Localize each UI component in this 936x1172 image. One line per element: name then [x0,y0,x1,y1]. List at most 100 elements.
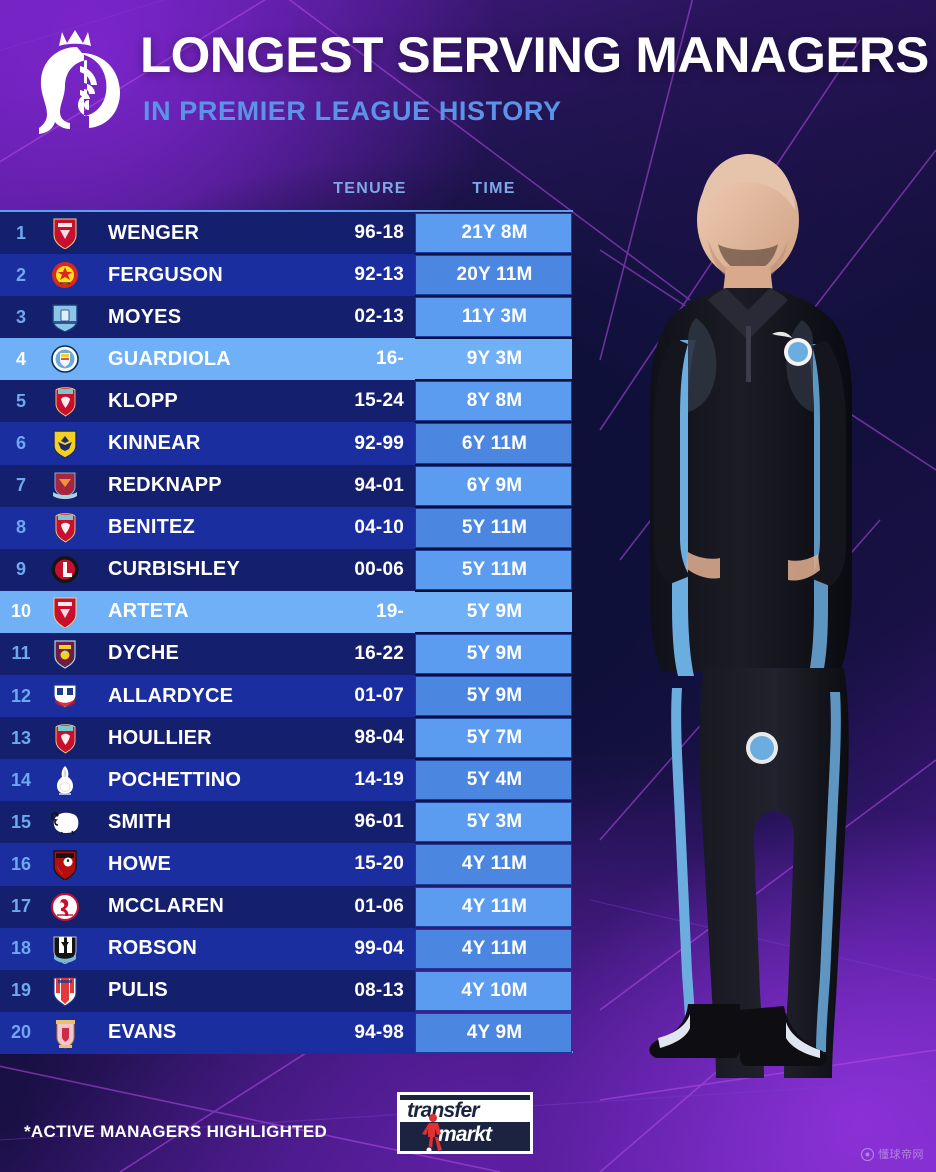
row-time-panel [415,1012,572,1053]
tenure-value: 16-22 [354,642,404,664]
rank-number: 19 [10,980,32,1001]
liverpool-crest-icon [42,719,88,757]
tenure-value: 16- [375,348,404,370]
rank-number: 17 [10,896,32,917]
table-row[interactable]: 10 ARTETA 19- 5Y 9M [0,590,573,633]
row-time-panel [415,423,572,464]
premier-league-lion-icon [39,30,120,134]
rank-number: 4 [15,348,26,369]
rank-number: 8 [15,517,26,538]
table-row[interactable]: 14 POCHETTINO 14-19 5Y 4M [0,759,573,802]
tenure-value: 02-13 [354,306,404,328]
liverpool-crest-icon [42,509,88,547]
page-header: LONGEST SERVING MANAGERS IN PREMIER LEAG… [0,0,936,160]
time-value: 11Y 3M [461,306,528,328]
manager-name: KLOPP [108,389,178,412]
table-row[interactable]: 8 BENITEZ 04-10 5Y 11M [0,506,573,549]
table-row[interactable]: 1 WENGER 96-18 21Y 8M [0,212,573,255]
site-watermark: 懂球帝网 [861,1146,924,1162]
time-value: 5Y 4M [466,769,523,791]
table-row[interactable]: 12 ALLARDYCE 01-07 5Y 9M [0,675,573,718]
liverpool-crest-icon [42,382,88,420]
manager-name: MCCLAREN [108,895,225,918]
bournemouth-crest-icon [42,845,88,883]
manager-name: GUARDIOLA [108,347,231,370]
table-row[interactable]: 3 MOYES 02-13 11Y 3M [0,296,573,339]
manager-name: PULIS [108,979,168,1002]
tenure-value: 04-10 [354,516,404,538]
manager-name: EVANS [108,1021,177,1044]
manager-name: SMITH [108,810,172,833]
tenure-value: 08-13 [354,979,404,1001]
time-value: 5Y 9M [466,600,523,622]
table-row[interactable]: 20 EVANS 94-98 4Y 9M [0,1011,573,1054]
rank-number: 10 [10,601,32,622]
table-row[interactable]: 16 HOWE 15-20 4Y 11M [0,843,573,886]
tenure-value: 15-20 [354,853,404,875]
manager-name: WENGER [108,221,200,244]
rank-number: 15 [10,811,32,832]
row-time-panel [415,339,572,380]
page-title: LONGEST SERVING MANAGERS [140,27,929,83]
transfermarkt-player-figure-icon [422,1114,442,1151]
row-time-panel [415,549,572,590]
table-row[interactable]: 6 KINNEAR 92-99 6Y 11M [0,422,573,465]
row-time-panel [415,255,572,296]
row-time-panel [415,213,572,254]
man-united-crest-icon [42,256,88,294]
time-value: 5Y 7M [466,727,523,749]
table-row[interactable]: 5 KLOPP 15-24 8Y 8M [0,380,573,423]
tenure-value: 92-99 [354,432,404,454]
table-row[interactable]: 4 GUARDIOLA 16- 9Y 3M [0,338,573,381]
tenure-value: 96-18 [354,222,404,244]
table-row[interactable]: 15 SMITH 96-01 5Y 3M [0,801,573,844]
row-time-panel [415,760,572,801]
table-row[interactable]: 2 FERGUSON 92-13 20Y 11M [0,254,573,297]
rank-number: 16 [10,853,32,874]
liverpool-retro-crest-icon [42,1014,88,1052]
transfermarkt-logo[interactable]: transfer markt [397,1092,533,1154]
table-row[interactable]: 18 ROBSON 99-04 4Y 11M [0,927,573,970]
manager-name: KINNEAR [108,432,201,455]
rank-number: 20 [10,1022,32,1043]
everton-crest-icon [42,298,88,336]
rank-number: 3 [15,306,26,327]
middlesbrough-crest-icon [42,888,88,926]
manager-name: HOWE [108,852,172,875]
time-value: 5Y 11M [461,558,528,580]
row-time-panel [415,465,572,506]
tenure-value: 94-01 [354,474,404,496]
table-row[interactable]: 7 REDKNAPP 94-01 6Y 9M [0,464,573,507]
time-value: 4Y 11M [461,937,528,959]
arsenal-crest-icon [42,214,88,252]
time-value: 6Y 11M [461,432,528,454]
table-row[interactable]: 11 DYCHE 16-22 5Y 9M [0,632,573,676]
footnote-active-managers: *ACTIVE MANAGERS HIGHLIGHTED [24,1122,328,1141]
table-row[interactable]: 13 HOULLIER 98-04 5Y 7M [0,717,573,760]
row-time-panel [415,970,572,1011]
rank-number: 5 [15,390,26,411]
time-value: 9Y 3M [466,348,523,370]
time-value: 4Y 10M [461,979,528,1001]
page-subtitle: IN PREMIER LEAGUE HISTORY [143,96,562,126]
manager-name: ARTETA [108,600,189,623]
watermark-badge-icon [861,1147,874,1161]
tenure-value: 92-13 [354,264,404,286]
transfermarkt-wordmark-bottom: markt [438,1123,492,1146]
table-row[interactable]: 9 CURBISHLEY 00-06 5Y 11M [0,548,573,591]
row-time-panel [415,591,572,632]
table-row[interactable]: 19 PULIS 08-13 4Y 10M [0,969,573,1012]
bolton-crest-icon [42,677,88,715]
manager-name: ALLARDYCE [108,684,234,707]
table-row[interactable]: 17 MCCLAREN 01-06 4Y 11M [0,885,573,928]
rank-number: 18 [10,938,32,959]
tenure-value: 15-24 [354,390,404,412]
tenure-value: 01-07 [354,685,404,707]
row-time-panel [415,886,572,927]
rank-number: 13 [10,727,32,748]
manager-name: MOYES [108,305,182,328]
rank-number: 9 [15,559,26,580]
row-time-panel [415,928,572,969]
manager-name: CURBISHLEY [108,558,241,581]
